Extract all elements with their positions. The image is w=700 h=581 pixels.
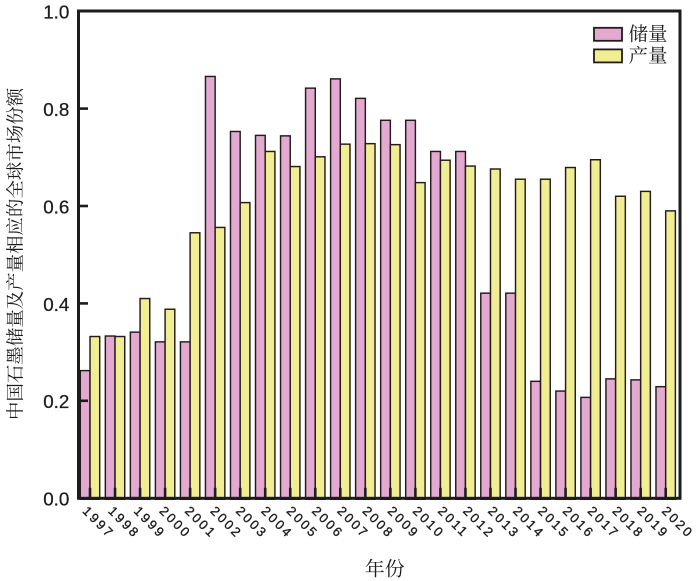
svg-text:0.6: 0.6 bbox=[43, 196, 69, 217]
svg-text:0.8: 0.8 bbox=[43, 99, 69, 120]
svg-text:0.2: 0.2 bbox=[43, 391, 69, 412]
svg-text:0.0: 0.0 bbox=[43, 489, 69, 510]
svg-text:0.4: 0.4 bbox=[43, 294, 69, 315]
svg-text:1.0: 1.0 bbox=[43, 2, 69, 23]
